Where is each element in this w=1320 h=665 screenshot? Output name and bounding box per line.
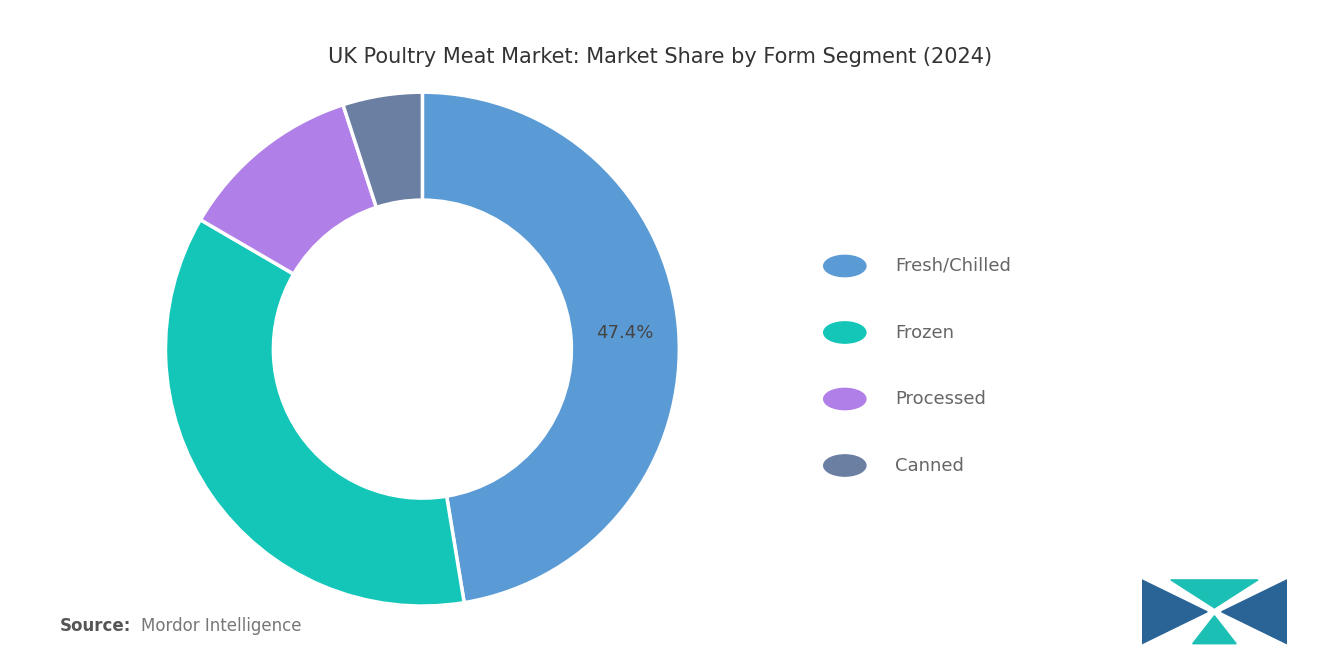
Polygon shape [1222, 580, 1287, 644]
Text: 47.4%: 47.4% [597, 324, 653, 342]
Text: UK Poultry Meat Market: Market Share by Form Segment (2024): UK Poultry Meat Market: Market Share by … [327, 47, 993, 66]
Text: Processed: Processed [895, 390, 986, 408]
Text: Mordor Intelligence: Mordor Intelligence [141, 617, 302, 635]
Polygon shape [1171, 580, 1258, 608]
Polygon shape [1193, 616, 1236, 644]
Text: Frozen: Frozen [895, 323, 954, 342]
Text: Source:: Source: [59, 617, 131, 635]
Wedge shape [422, 92, 680, 602]
Wedge shape [343, 92, 422, 207]
Text: Fresh/Chilled: Fresh/Chilled [895, 257, 1011, 275]
Text: Canned: Canned [895, 456, 964, 475]
Polygon shape [1142, 580, 1206, 644]
Wedge shape [201, 105, 376, 274]
Wedge shape [165, 219, 465, 606]
